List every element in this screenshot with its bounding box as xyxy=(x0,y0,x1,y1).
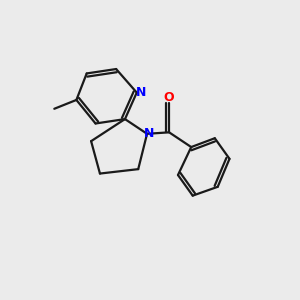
Text: N: N xyxy=(144,127,154,140)
Text: O: O xyxy=(164,91,175,104)
Text: N: N xyxy=(136,86,146,99)
